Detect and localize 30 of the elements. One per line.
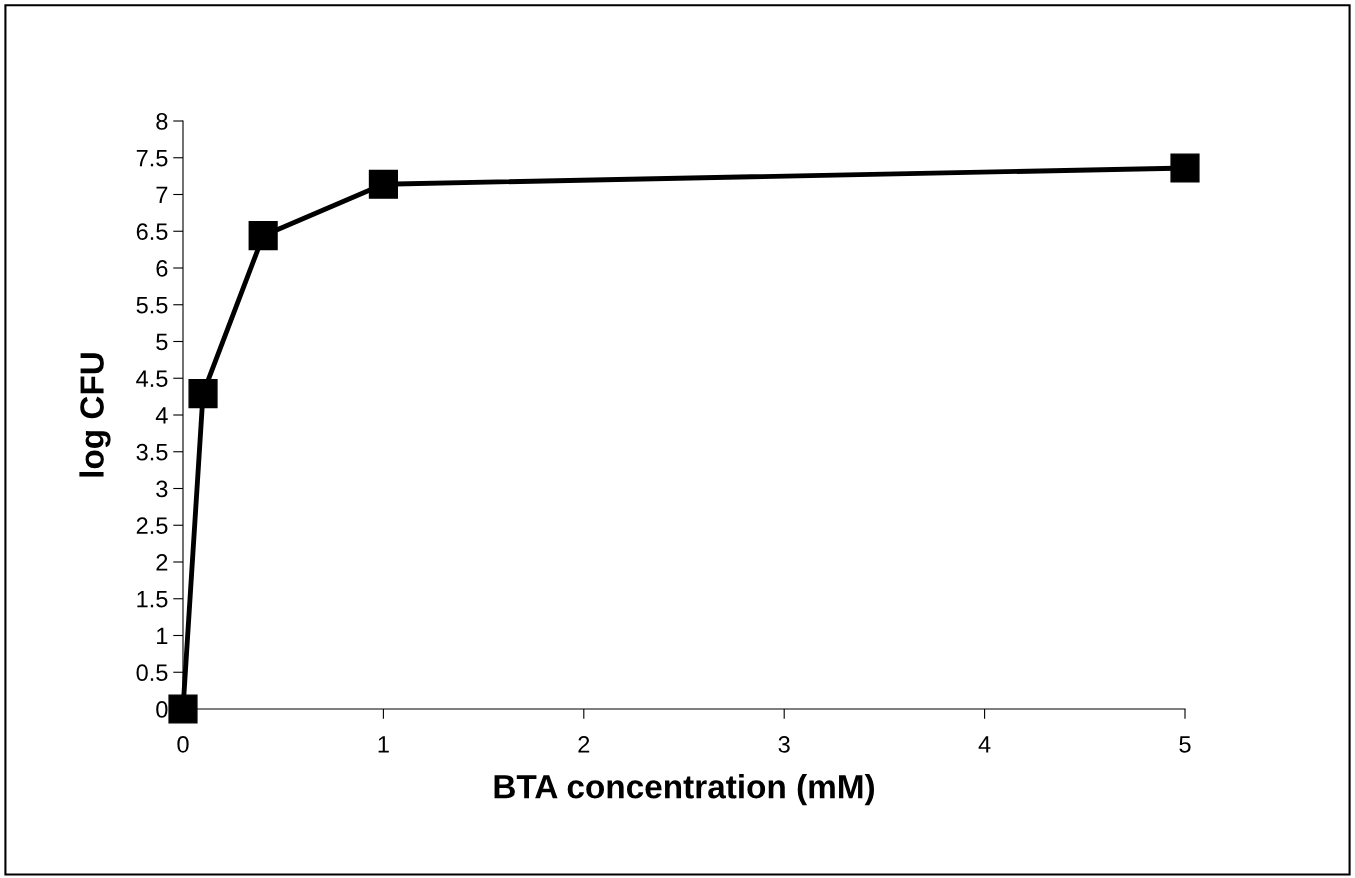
x-axis-title: BTA concentration (mM) <box>494 774 875 806</box>
y-tick-label: 1 <box>157 627 168 645</box>
point <box>188 379 218 409</box>
y-tick-label: 0.5 <box>136 664 168 682</box>
y-tick-label: 7 <box>156 186 168 204</box>
y-tick-label: 0 <box>156 701 168 718</box>
y-tick-label: 4.5 <box>136 370 168 388</box>
point <box>368 169 398 199</box>
point <box>168 694 198 724</box>
y-tick-label: 4 <box>155 407 168 424</box>
y-axis-title: log CFU <box>79 353 111 477</box>
y-tick-label: 7.5 <box>136 150 168 167</box>
x-tick-label: 1 <box>378 736 389 753</box>
y-tick-label: 3 <box>156 480 168 498</box>
y-tick-label: 6 <box>156 260 168 277</box>
y-tick-label: 2 <box>156 554 168 571</box>
y-tick-label: 6.5 <box>136 223 168 241</box>
y-tick-label: 5.5 <box>136 297 168 314</box>
x-tick-label: 2 <box>578 736 590 753</box>
x-tick-label: 4 <box>978 736 991 753</box>
x-tick-label: 3 <box>778 736 790 753</box>
point <box>1170 153 1200 183</box>
y-tick-label: 3.5 <box>136 443 168 461</box>
x-tick-label: 5 <box>1179 736 1191 753</box>
point <box>248 221 278 251</box>
y-tick-label: 2.5 <box>136 517 168 535</box>
y-tick-label: 8 <box>156 113 168 130</box>
x-tick-label: 0 <box>177 736 189 753</box>
y-tick-label: 1.5 <box>137 591 168 608</box>
y-tick-label: 5 <box>156 333 168 351</box>
